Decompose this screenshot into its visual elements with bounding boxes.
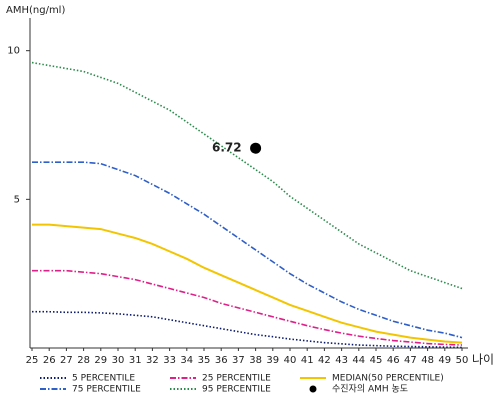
legend-label: 25 PERCENTILE — [202, 374, 271, 384]
x-tick-label: 33 — [163, 355, 176, 366]
y-tick-label: 5 — [14, 194, 20, 205]
legend-swatch — [309, 385, 317, 393]
x-tick-label: 40 — [284, 355, 297, 366]
x-tick-label: 32 — [146, 355, 159, 366]
patient-value-label: 6.72 — [212, 141, 242, 155]
x-tick-label: 39 — [266, 355, 279, 366]
y-axis-label: AMH(ng/ml) — [6, 5, 65, 16]
legend-label: 수진자의 AMH 농도 — [332, 384, 408, 395]
x-tick-label: 43 — [335, 355, 348, 366]
x-tick-label: 35 — [198, 355, 211, 366]
x-tick-label: 48 — [421, 355, 434, 366]
x-tick-label: 50 — [456, 355, 469, 366]
x-tick-label: 31 — [129, 355, 142, 366]
legend-label: 75 PERCENTILE — [72, 385, 141, 395]
x-tick-label: 47 — [404, 355, 417, 366]
patient-point — [250, 142, 262, 154]
x-tick-label: 38 — [249, 355, 262, 366]
x-tick-label: 46 — [387, 355, 400, 366]
x-axis-label: 나이 — [472, 353, 494, 367]
x-tick-label: 28 — [77, 355, 90, 366]
x-tick-label: 30 — [112, 355, 125, 366]
legend-label: MEDIAN(50 PERCENTILE) — [332, 374, 444, 384]
x-tick-label: 45 — [370, 355, 383, 366]
legend-label: 5 PERCENTILE — [72, 374, 135, 384]
x-tick-label: 26 — [43, 355, 56, 366]
x-tick-label: 42 — [318, 355, 331, 366]
legend-label: 95 PERCENTILE — [202, 385, 271, 395]
x-tick-label: 27 — [60, 355, 73, 366]
x-tick-label: 29 — [94, 355, 107, 366]
x-tick-label: 37 — [232, 355, 245, 366]
series-line — [32, 269, 463, 346]
series-line — [32, 310, 463, 349]
x-tick-label: 25 — [26, 355, 39, 366]
series-line — [32, 161, 463, 339]
x-tick-label: 36 — [215, 355, 228, 366]
x-tick-label: 41 — [301, 355, 314, 366]
x-tick-label: 44 — [352, 355, 365, 366]
x-tick-label: 34 — [180, 355, 193, 366]
y-tick-label: 10 — [7, 46, 20, 57]
x-tick-label: 49 — [438, 355, 451, 366]
series-line — [32, 223, 463, 344]
series-line — [31, 61, 463, 290]
